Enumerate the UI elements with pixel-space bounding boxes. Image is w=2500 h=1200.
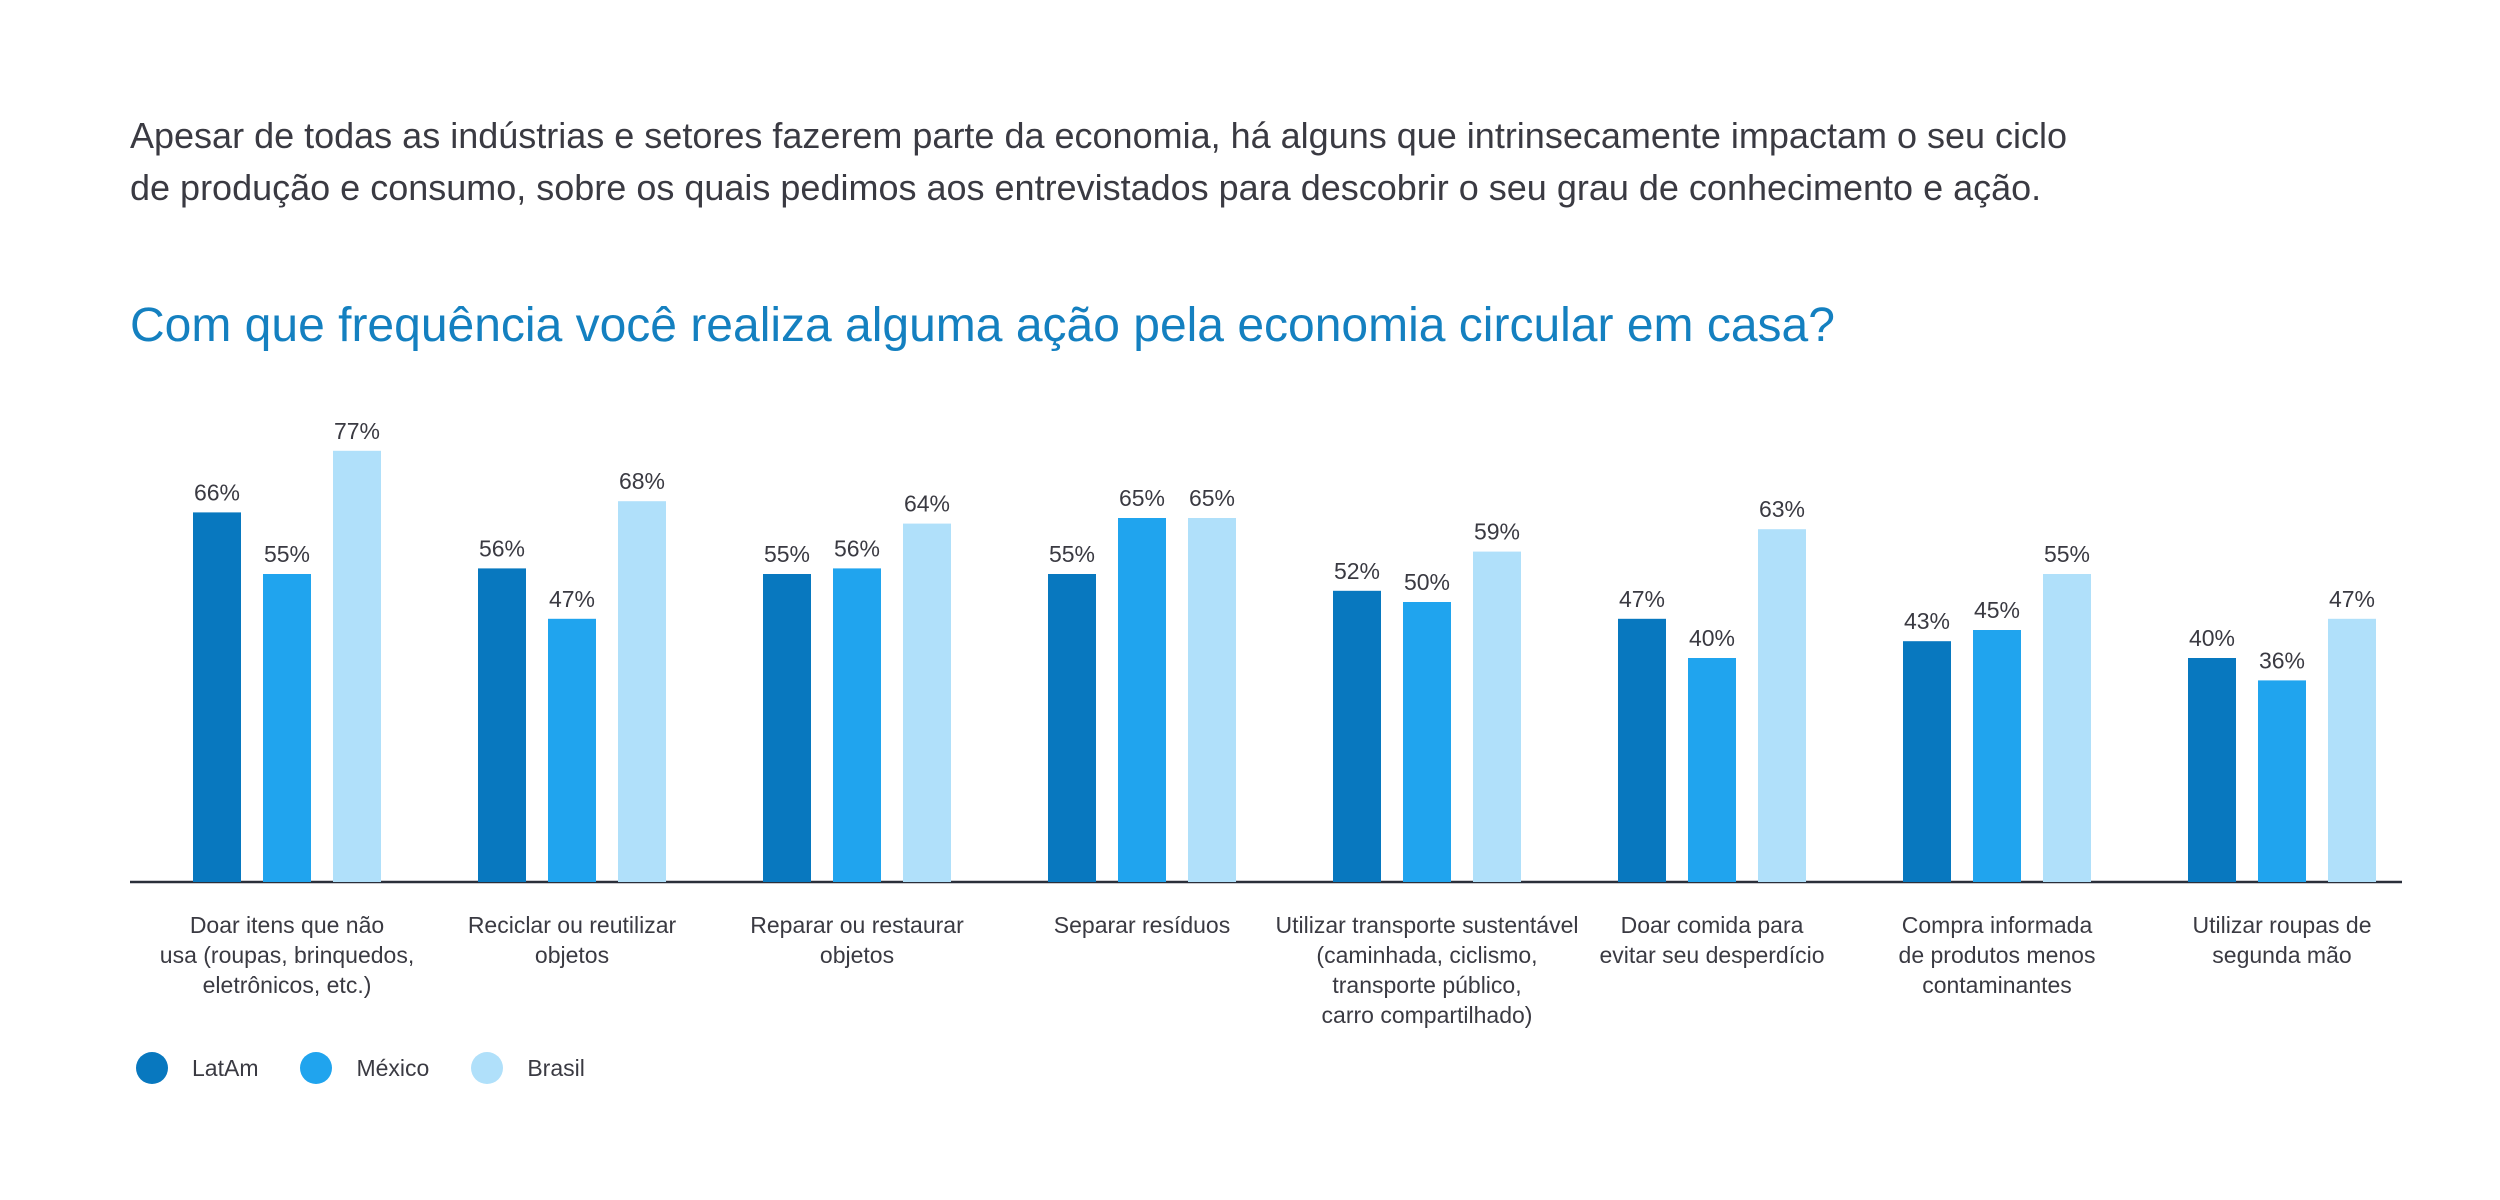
legend-swatch <box>300 1052 333 1084</box>
bar-latam-6 <box>1618 618 1666 882</box>
category-label-line: Doar itens que não <box>189 912 385 938</box>
data-label: 63% <box>1759 496 1805 522</box>
legend: LatAm México Brasil <box>136 1052 627 1084</box>
bar-brasil-2 <box>618 501 666 882</box>
data-label: 47% <box>1619 586 1665 612</box>
legend-swatch <box>471 1052 504 1084</box>
bar-mxico-5 <box>1403 602 1451 882</box>
bar-mxico-1 <box>263 574 311 882</box>
category-label-line: Separar resíduos <box>1053 912 1231 938</box>
data-label: 36% <box>2259 647 2305 673</box>
data-label: 55% <box>2044 541 2090 567</box>
bar-brasil-7 <box>2043 574 2091 882</box>
data-label: 65% <box>1119 485 1165 511</box>
category-label-line: contaminantes <box>1922 972 2072 998</box>
data-label: 55% <box>764 541 810 567</box>
bar-brasil-8 <box>2328 618 2376 882</box>
bar-mxico-2 <box>548 618 596 882</box>
data-label: 40% <box>2189 625 2235 651</box>
category-label: Reciclar ou reutilizar objetos <box>407 910 737 970</box>
data-label: 65% <box>1189 485 1235 511</box>
intro-text: Apesar de todas as indústrias e setores … <box>130 110 2280 214</box>
category-label: Doar comida para evitar seu desperdício <box>1547 910 1877 970</box>
category-label-line: carro compartilhado) <box>1321 1002 1533 1028</box>
data-label: 59% <box>1474 519 1520 545</box>
bar-brasil-1 <box>333 450 381 882</box>
category-label-line: Utilizar transporte sustentável <box>1275 912 1579 938</box>
category-label-line: (caminhada, ciclismo, <box>1316 942 1538 968</box>
legend-label: LatAm <box>192 1054 259 1081</box>
data-label: 47% <box>549 586 595 612</box>
category-label: Separar resíduos <box>977 910 1307 940</box>
category-label-line: de produtos menos <box>1898 942 2096 968</box>
category-label-line: evitar seu desperdício <box>1599 942 1825 968</box>
category-label-line: usa (roupas, brinquedos, <box>159 942 415 968</box>
category-label-line: objetos <box>819 942 895 968</box>
bar-latam-2 <box>478 568 526 882</box>
data-label: 43% <box>1904 608 1950 634</box>
bar-latam-1 <box>193 512 241 882</box>
category-label-line: objetos <box>534 942 610 968</box>
legend-item: LatAm <box>136 1052 258 1084</box>
category-label-line: eletrônicos, etc.) <box>202 972 372 998</box>
legend-item: México <box>300 1052 429 1084</box>
category-label-line: Doar comida para <box>1620 912 1804 938</box>
bar-mxico-3 <box>833 568 881 882</box>
category-label-line: Utilizar roupas de <box>2192 912 2372 938</box>
data-label: 55% <box>1049 541 1095 567</box>
data-label: 47% <box>2329 586 2375 612</box>
data-label: 55% <box>264 541 310 567</box>
bar-brasil-6 <box>1758 529 1806 882</box>
legend-item: Brasil <box>471 1052 585 1084</box>
legend-label: Brasil <box>527 1054 585 1081</box>
category-label: Utilizar transporte sustentável (caminhad… <box>1262 910 1592 1030</box>
intro-line-2: de produção e consumo, sobre os quais pe… <box>130 167 2042 208</box>
bar-mxico-7 <box>1973 630 2021 882</box>
data-label: 77% <box>334 418 380 444</box>
data-label: 52% <box>1334 558 1380 584</box>
category-label-line: Reparar ou restaurar <box>750 912 964 938</box>
data-label: 45% <box>1974 597 2020 623</box>
category-label-line: Reciclar ou reutilizar <box>467 912 677 938</box>
bar-brasil-3 <box>903 523 951 882</box>
legend-label: México <box>356 1054 430 1081</box>
bar-latam-4 <box>1048 574 1096 882</box>
data-label: 66% <box>194 479 240 505</box>
data-label: 56% <box>479 535 525 561</box>
data-label: 64% <box>904 491 950 517</box>
bar-mxico-8 <box>2258 680 2306 882</box>
bar-latam-5 <box>1333 590 1381 882</box>
chart-title: Com que frequência você realiza alguma a… <box>130 299 1835 352</box>
category-label-line: Compra informada <box>1901 912 2093 938</box>
bar-mxico-6 <box>1688 658 1736 882</box>
bar-brasil-4 <box>1188 518 1236 882</box>
legend-swatch <box>136 1052 168 1084</box>
data-label: 68% <box>619 468 665 494</box>
category-label: Doar itens que não usa (roupas, brinquedo… <box>122 910 452 1000</box>
bar-latam-8 <box>2188 658 2236 882</box>
bar-latam-7 <box>1903 641 1951 882</box>
bar-brasil-5 <box>1473 551 1521 882</box>
category-label: Compra informada de produtos menos contami… <box>1832 910 2162 1000</box>
category-label-line: transporte público, <box>1332 972 1522 998</box>
data-label: 40% <box>1689 625 1735 651</box>
category-label: Utilizar roupas de segunda mão <box>2117 910 2447 970</box>
category-label-line: segunda mão <box>2212 942 2352 968</box>
data-label: 50% <box>1404 569 1450 595</box>
category-label: Reparar ou restaurar objetos <box>692 910 1022 970</box>
bar-mxico-4 <box>1118 518 1166 882</box>
data-label: 56% <box>834 535 880 561</box>
bar-latam-3 <box>763 574 811 882</box>
intro-line-1: Apesar de todas as indústrias e setores … <box>130 115 2068 156</box>
